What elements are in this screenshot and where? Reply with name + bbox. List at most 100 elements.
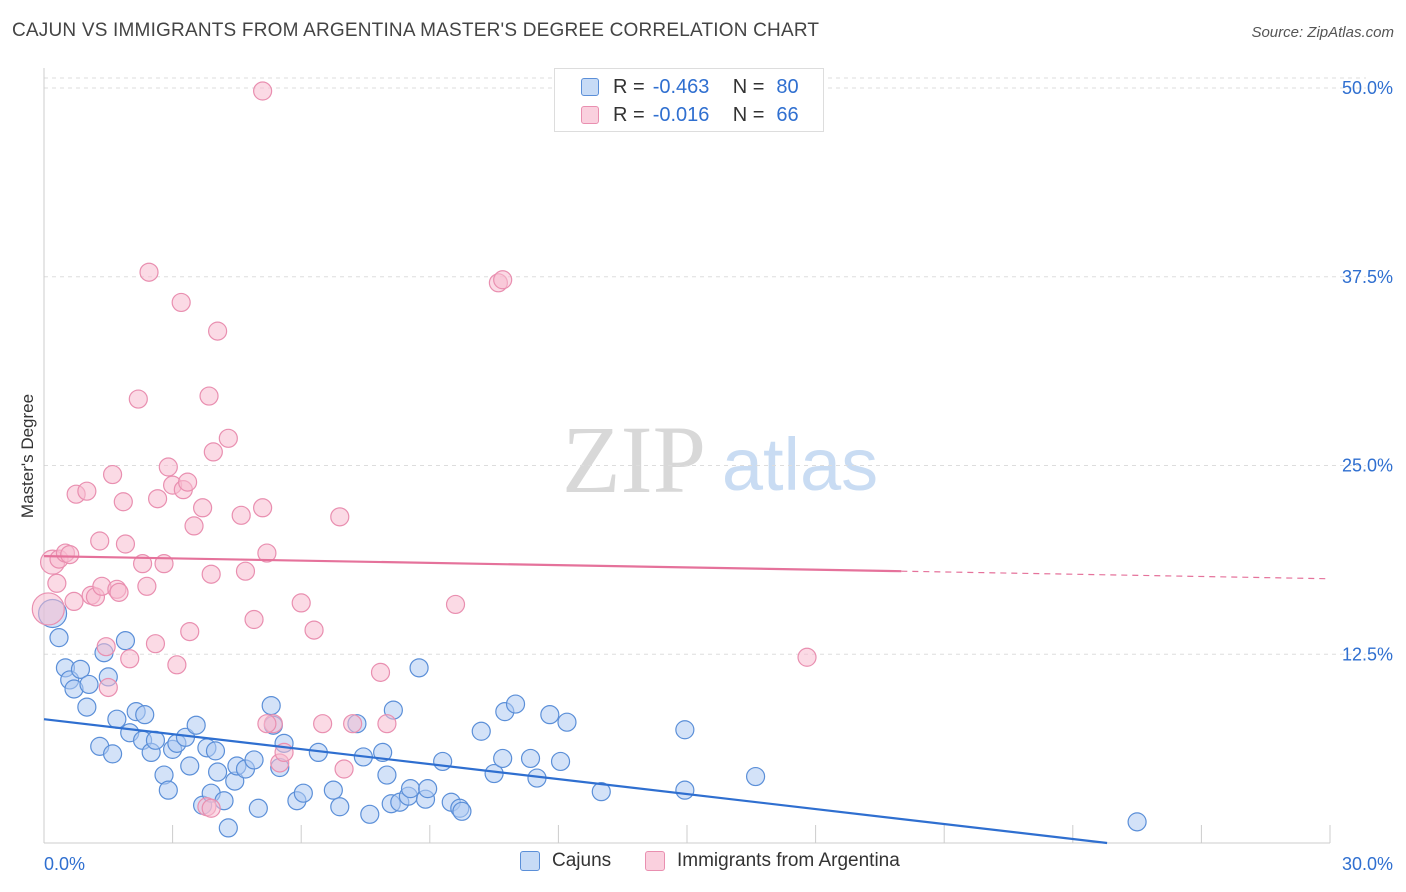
data-point [244,609,264,630]
data-point [334,759,354,779]
watermark-atlas: atlas [722,423,878,506]
legend-n-value: 66 [776,103,799,126]
data-point [253,498,273,518]
data-point [675,720,695,740]
legend-label-argentina: Immigrants from Argentina [677,850,900,871]
data-point [77,481,97,501]
data-point [31,592,65,626]
data-point [493,270,513,290]
data-point [178,472,198,492]
data-point [261,695,281,716]
data-point [98,677,118,698]
data-point [550,751,571,772]
legend-r-value: -0.463 [652,75,710,98]
series-legend: Cajuns Immigrants from Argentina [0,850,1406,878]
data-point [253,81,273,101]
data-point [330,507,350,527]
data-point [231,505,251,525]
data-point [79,674,99,695]
data-point [675,780,695,800]
data-point [745,766,766,787]
data-point [132,554,153,574]
data-point [373,742,393,763]
data-point [343,714,363,734]
data-point [113,492,133,512]
legend-n-label: N = [732,103,765,126]
data-point [257,714,277,734]
data-point [304,620,324,640]
data-point [77,697,97,717]
data-point [102,744,123,764]
y-tick-label: 37.5% [1342,267,1393,287]
data-point [137,576,157,596]
data-point [180,621,200,642]
data-point [107,709,127,729]
y-tick-label: 50.0% [1342,78,1393,98]
legend-swatch-pink [645,851,665,871]
data-point [360,804,380,824]
data-point [115,631,136,651]
data-point [47,573,67,593]
data-point [184,516,204,536]
data-point [145,730,166,750]
legend-row-argentina: R = -0.016 N = 66 [581,101,799,129]
trend-line-extension [901,570,1331,580]
data-point [591,782,611,802]
data-point [139,262,159,282]
data-point [452,801,472,821]
data-point [109,582,129,602]
data-point [147,489,168,509]
watermark-zip: ZIP [562,406,706,513]
legend-item-argentina[interactable]: Immigrants from Argentina [645,850,900,872]
legend-swatch-pink [581,106,599,124]
data-point [418,779,438,799]
trend-line [43,555,902,573]
data-point [158,457,178,477]
data-point [505,694,526,714]
data-point [471,721,491,741]
legend-r-label: R = [613,75,645,98]
data-point [201,798,221,818]
x-tick-label: 0.0% [44,854,85,874]
legend-n-label: N = [732,75,765,98]
data-point [201,564,221,584]
legend-r-label: R = [613,103,645,126]
data-point [205,741,226,761]
data-point [218,818,238,838]
data-point [199,386,219,406]
data-point [293,783,313,803]
data-point [115,534,136,554]
legend-n-value: 80 [776,75,799,98]
data-point [323,780,343,800]
data-point [377,765,397,785]
data-point [330,797,350,817]
legend-r-value: -0.016 [652,103,710,126]
data-point [493,748,513,769]
data-point [540,705,560,725]
data-point [186,715,206,735]
data-point [1127,812,1147,832]
legend-swatch-blue [581,78,599,96]
data-point [167,655,187,675]
legend-row-cajuns: R = -0.463 N = 80 [581,73,799,101]
data-point [235,561,256,581]
data-point [433,751,453,772]
data-point [158,780,178,800]
legend-item-cajuns[interactable]: Cajuns [520,850,611,872]
data-point [70,659,91,679]
data-point [248,798,268,818]
data-point [171,292,191,313]
stats-legend: R = -0.463 N = 80 R = -0.016 N = 66 [554,68,824,132]
data-point [193,498,213,518]
data-point [128,389,148,409]
data-point [145,634,166,654]
data-point [557,712,577,732]
data-point [257,543,277,563]
data-point [180,756,200,776]
data-point [208,321,228,341]
data-point [370,662,391,682]
legend-label-cajuns: Cajuns [552,850,612,871]
data-point [409,658,429,678]
data-point [96,637,116,657]
